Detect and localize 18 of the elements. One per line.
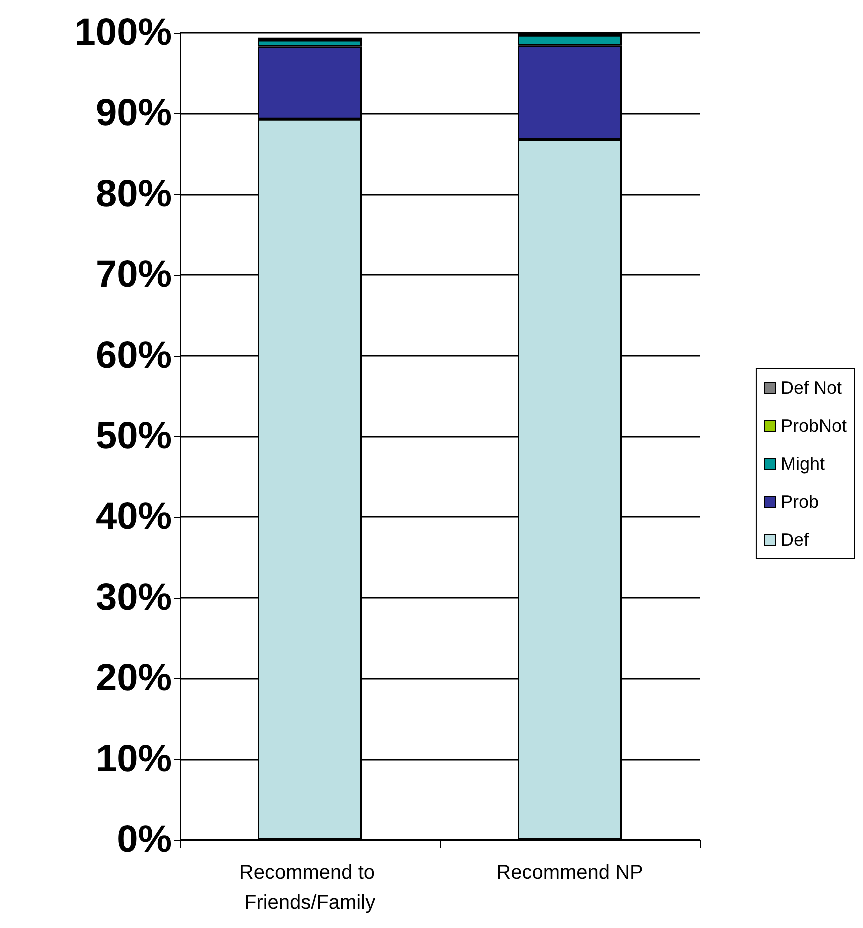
legend-label: ProbNot — [780, 416, 848, 436]
legend-label: Def Not — [780, 378, 842, 398]
legend-label: Def — [780, 530, 810, 550]
x-tick-label: Recommend NP — [496, 862, 644, 884]
y-tick-label: 90% — [96, 92, 172, 135]
y-tick-label: 50% — [96, 416, 172, 458]
legend-label: Prob — [780, 492, 819, 512]
legend-label: Might — [780, 454, 825, 474]
y-tick-label: 0% — [117, 819, 172, 861]
y-tick-label: 30% — [96, 576, 172, 619]
y-tick-label: 60% — [96, 334, 172, 377]
y-tick-label: 10% — [96, 738, 172, 780]
y-tick-label: 70% — [96, 254, 172, 296]
x-tick-label: Recommend to Friends/Family — [239, 862, 381, 914]
y-tick-label: 20% — [96, 658, 172, 700]
y-tick-label: 80% — [96, 173, 172, 216]
y-tick-label: 100% — [74, 12, 172, 54]
y-tick-label: 40% — [96, 496, 172, 538]
